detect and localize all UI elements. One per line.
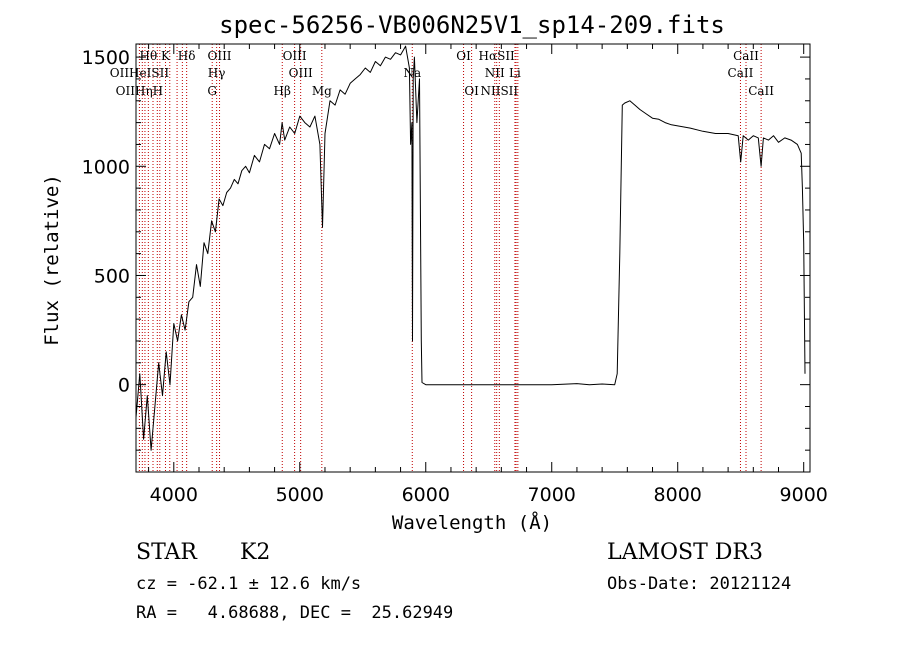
chart-title: spec-56256-VB006N25V1_sp14-209.fits [219,11,725,39]
object-class: STAR [136,540,197,565]
x-tick-label: 7000 [528,484,576,506]
spectral-line-label: Hβ [274,84,291,98]
spectral-line-label: CaII [733,49,759,63]
plot-frame [135,43,811,473]
spectral-line-label: OIII [207,49,231,63]
y-tick-label: 1000 [82,156,130,178]
y-tick-label: 0 [118,375,130,397]
line-labels-group: Hθ K Hδ OIII OIII OI HαSII CaII OIIHeISII Hγ OIII N… [110,49,775,98]
spectral-line-label: Mg [312,84,332,98]
radec-text: RA = 4.68688, DEC = 25.62949 [136,603,454,623]
spectral-line-label: NII [485,66,505,80]
spectral-line-label: OIII [289,66,313,80]
spectral-line-label: OI [464,84,479,98]
x-tick-label: 5000 [276,484,324,506]
spectrum-line [135,45,806,451]
x-tick-label: 8000 [654,484,702,506]
y-axis: 0 500 1000 1500 [82,47,810,473]
x-tick-label: 4000 [150,484,198,506]
spectral-line-label: Hθ [139,49,157,63]
spectral-line-label: OIII [283,49,307,63]
spectral-line-label: OIIHeISII [110,66,170,80]
spectral-line-label: OI [456,49,471,63]
y-tick-label: 1500 [82,47,130,69]
obs-date-text: Obs-Date: 20121124 [607,574,792,594]
spectral-line-label: Li [509,66,521,80]
x-axis-label: Wavelength (Å) [392,511,552,534]
subclass: K2 [240,540,271,565]
spectral-line-label: Hγ [208,66,226,80]
redshift-text: cz = -62.1 ± 12.6 km/s [136,574,362,594]
spectral-line-label: G [207,84,217,98]
marker-lines-group [138,44,762,472]
spectral-line-label: NIISII [480,84,518,98]
x-tick-label: 9000 [780,484,828,506]
x-axis: 4000 5000 6000 7000 8000 9000 [148,44,828,506]
spectral-line-label: CaII [748,84,774,98]
spectral-line-label: OIIHηH [116,84,163,98]
spectral-line-label: Hδ [178,49,196,63]
x-tick-label: 6000 [402,484,450,506]
y-tick-label: 500 [94,265,130,287]
survey-label: LAMOST DR3 [607,540,763,565]
spectral-line-label: Na [403,66,421,80]
spectral-line-label: HαSII [479,49,516,63]
spectral-line-label: K [161,49,171,63]
y-axis-label: Flux (relative) [41,174,63,346]
spectral-line-label: CaII [728,66,754,80]
